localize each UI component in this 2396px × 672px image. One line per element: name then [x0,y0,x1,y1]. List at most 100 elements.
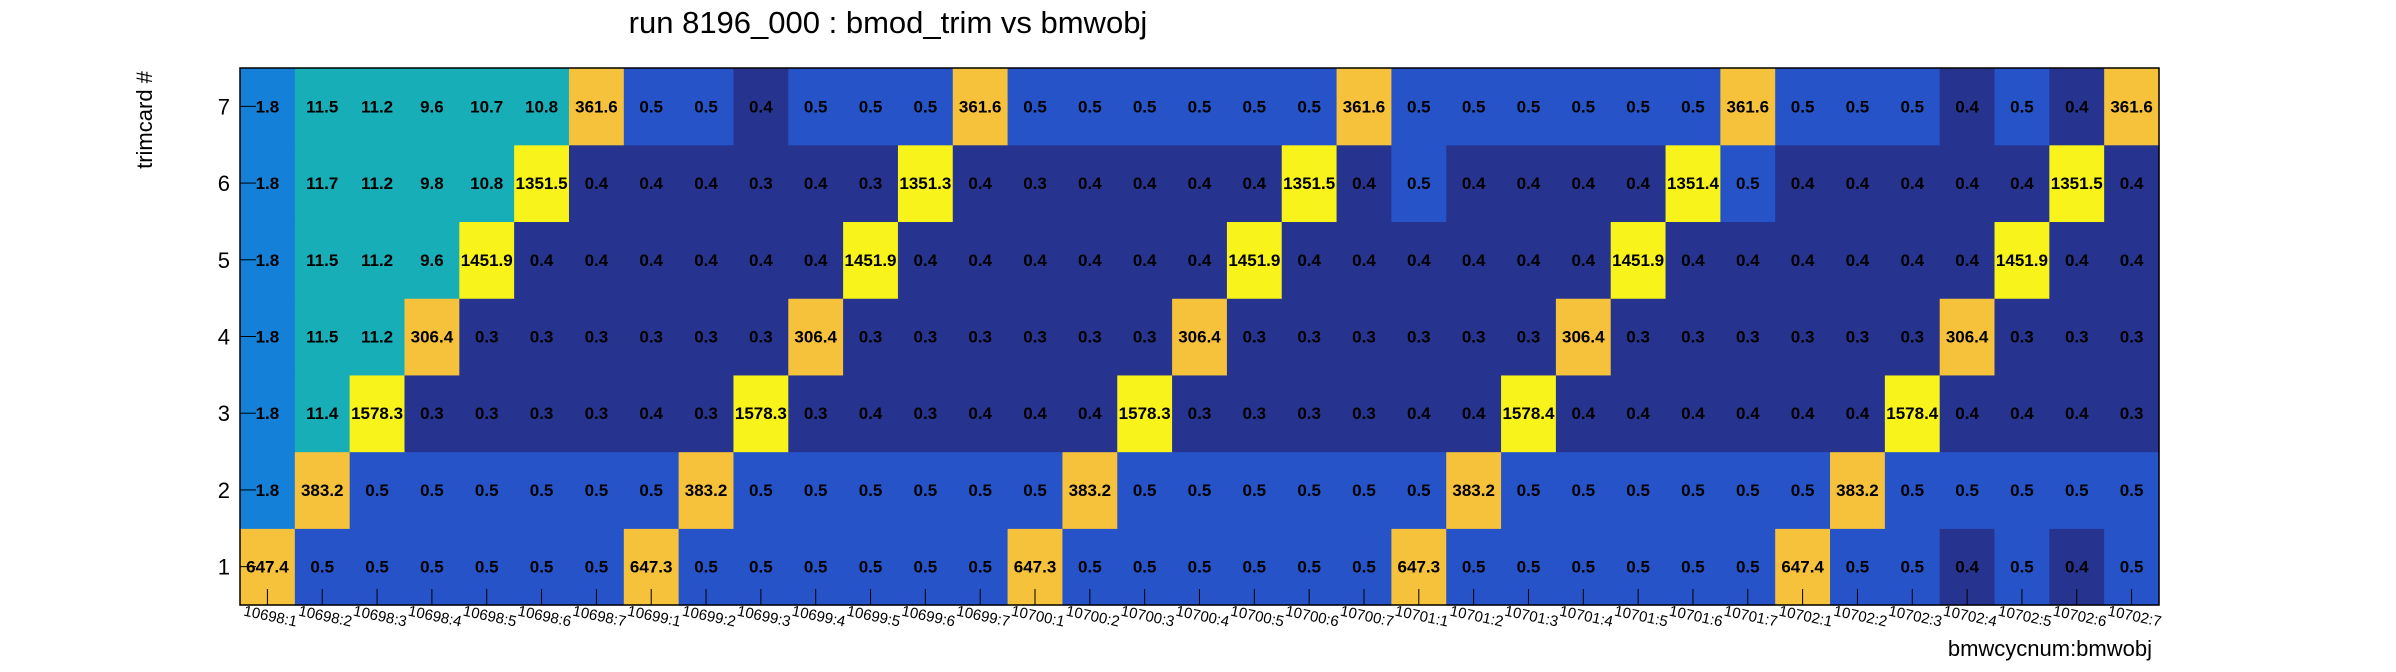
cell-value-label: 1.8 [256,251,280,270]
cell-value-label: 0.5 [1900,97,1924,116]
cell-value-label: 0.4 [804,251,828,270]
cell-value-label: 0.5 [1517,481,1541,500]
cell-value-label: 1351.5 [1283,174,1335,193]
cell-value-label: 0.4 [1078,404,1102,423]
cell-value-label: 361.6 [959,97,1002,116]
heatmap-cell [1336,221,1392,299]
heatmap-cell [1830,144,1886,223]
heatmap-cell [1391,298,1447,376]
cell-value-label: 361.6 [1343,97,1386,116]
cell-value-label: 0.5 [1681,97,1705,116]
cell-value-label: 0.4 [1736,251,1760,270]
cell-value-label: 1451.9 [1228,251,1280,270]
cell-value-label: 0.3 [1517,328,1541,347]
heatmap-cell [1939,298,1996,376]
chart-title: run 8196_000 : bmod_trim vs bmwobj [629,5,1148,40]
cell-value-label: 1351.5 [2051,174,2103,193]
cell-value-label: 0.5 [1407,174,1431,193]
cell-value-label: 0.5 [1571,97,1595,116]
cell-value-label: 0.3 [475,404,499,423]
cell-value-label: 0.4 [1791,251,1815,270]
cell-value-label: 0.5 [1023,481,1047,500]
heatmap-cell [404,298,460,376]
heatmap-cell [514,144,570,223]
cell-value-label: 0.5 [1736,481,1760,500]
cell-value-label: 1351.3 [899,174,951,193]
heatmap-cell [404,451,460,529]
x-tick-label: 10701:7 [1722,603,1779,631]
x-tick-label: 10701:5 [1613,603,1670,631]
heatmap-cell [1720,68,1776,146]
x-tick-label: 10699:2 [681,603,738,631]
cell-value-label: 0.5 [1626,481,1650,500]
cell-value-label: 0.3 [475,328,499,347]
cell-value-label: 0.5 [1681,558,1705,577]
cell-value-label: 0.5 [1791,97,1815,116]
heatmap-cell [1446,374,1502,453]
heatmap-cell [1117,144,1173,223]
cell-value-label: 0.3 [1023,174,1047,193]
heatmap-cell [1501,144,1557,223]
heatmap-cell [1830,451,1886,529]
heatmap-cell [1555,298,1612,376]
heatmap-cell [1172,144,1228,223]
heatmap-cell [1391,68,1447,146]
x-tick-label: 10700:2 [1064,603,1121,631]
cell-value-label: 0.4 [2120,251,2144,270]
heatmap-cell [1884,298,1941,376]
cell-value-label: 0.4 [1900,251,1924,270]
heatmap-cell [1117,221,1173,299]
cell-value-label: 361.6 [575,97,618,116]
cell-value-label: 1578.3 [1119,404,1171,423]
heatmap-cell [1939,68,1996,146]
cell-value-label: 0.5 [2065,481,2089,500]
heatmap-cell [349,298,406,376]
heatmap-cell [1555,374,1612,453]
cell-value-label: 383.2 [301,481,344,500]
heatmap-cell [1281,221,1338,299]
cell-value-label: 1451.9 [845,251,897,270]
cell-value-label: 0.5 [749,558,773,577]
heatmap-cell [1665,298,1721,376]
cell-value-label: 0.3 [2120,328,2144,347]
heatmap-cell [2049,298,2105,376]
cell-value-label: 1578.4 [1502,404,1555,423]
heatmap-cell [1555,451,1612,529]
cell-value-label: 0.4 [1571,174,1595,193]
heatmap-cell [1610,298,1667,376]
cell-value-label: 11.5 [306,328,338,347]
heatmap-cell [1117,68,1173,146]
cell-value-label: 0.4 [2065,97,2089,116]
heatmap-cell [1501,451,1557,529]
x-tick-label: 10701:1 [1393,603,1450,631]
cell-value-label: 0.5 [1517,97,1541,116]
heatmap-cell [1720,144,1776,223]
heatmap-cell [1555,221,1612,299]
heatmap-cell [897,68,954,146]
heatmap-cell [843,451,899,529]
heatmap-cell [1007,298,1064,376]
cell-value-label: 0.3 [694,404,718,423]
cell-value-label: 0.4 [1462,251,1486,270]
x-tick-label: 10700:3 [1119,603,1176,631]
heatmap-cell [678,451,735,529]
heatmap-cell [1007,68,1064,146]
cell-value-label: 1451.9 [461,251,513,270]
cell-value-label: 0.3 [639,328,663,347]
cell-value-label: 0.5 [1846,558,1870,577]
heatmap-cell [514,68,570,146]
heatmap-cell [514,451,570,529]
heatmap-cell [897,144,954,223]
heatmap-cell [1172,298,1228,376]
cell-value-label: 0.5 [2120,558,2144,577]
cell-value-label: 0.4 [1407,251,1431,270]
y-tick-label: 7 [218,94,230,119]
heatmap-cell [1117,374,1173,453]
heatmap-cell [1939,221,1996,299]
heatmap-cell [2104,144,2160,223]
heatmap-cell [349,144,406,223]
cell-value-label: 9.8 [420,174,444,193]
cell-value-label: 0.5 [2010,481,2034,500]
cell-value-label: 0.5 [1188,97,1212,116]
cell-value-label: 0.4 [1517,174,1541,193]
